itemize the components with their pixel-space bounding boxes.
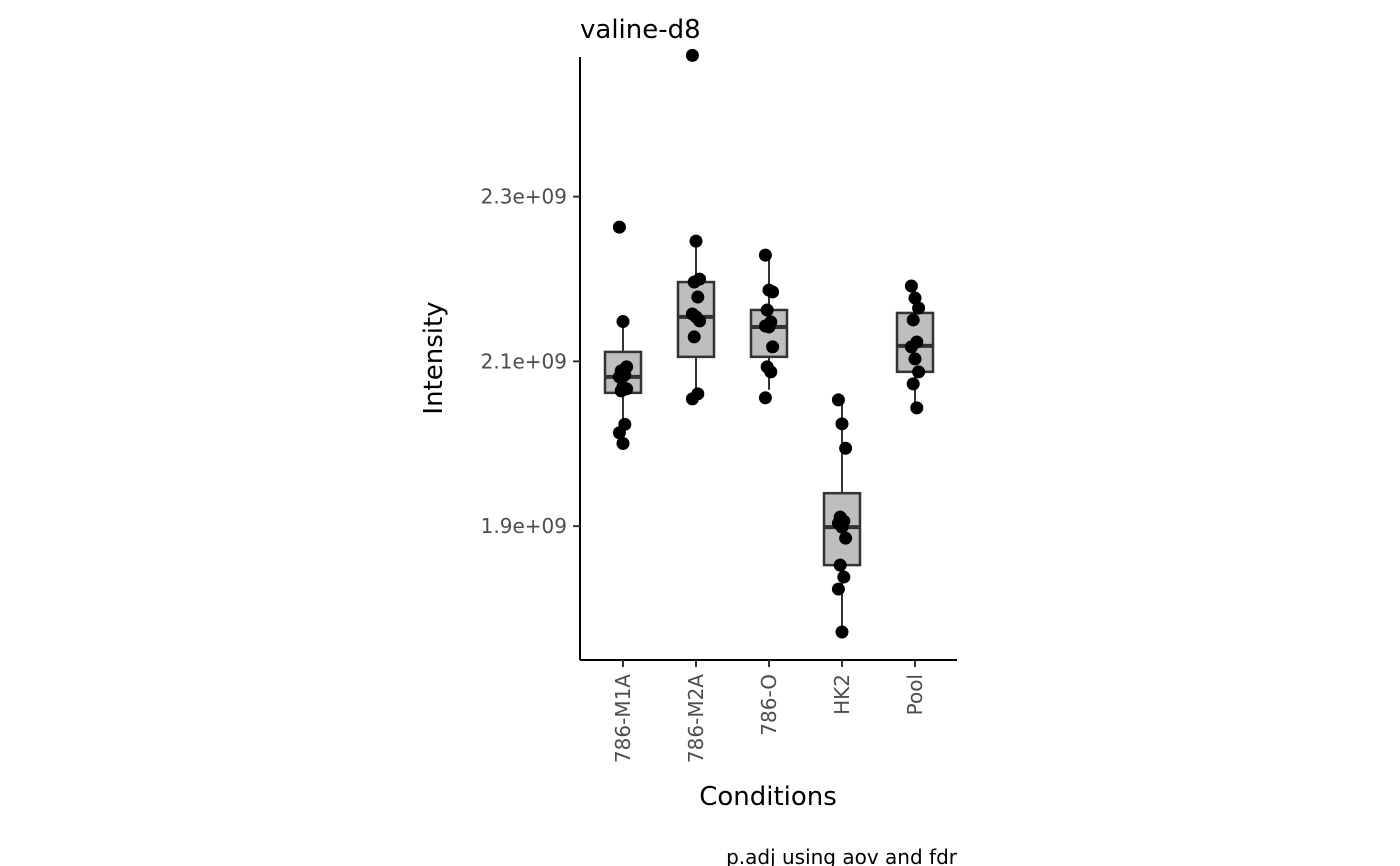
point-pool bbox=[906, 377, 920, 391]
boxplots bbox=[603, 239, 935, 632]
point-pool bbox=[908, 291, 922, 305]
point-786-m2a bbox=[691, 290, 705, 304]
point-786-o bbox=[766, 340, 780, 354]
chart-title: valine-d8 bbox=[580, 15, 701, 45]
y-axis-title: Intensity bbox=[419, 301, 449, 414]
point-pool bbox=[912, 301, 926, 315]
y-tick-label: 2.3e+09 bbox=[481, 185, 567, 209]
point-hk2 bbox=[835, 417, 849, 431]
y-axis: 1.9e+09 2.1e+09 2.3e+09 bbox=[481, 57, 581, 660]
point-786-m2a bbox=[689, 234, 703, 248]
point-786-o bbox=[758, 391, 772, 405]
point-786-m2a bbox=[693, 314, 707, 328]
x-axis: 786-M1A 786-M2A 786-O HK2 Pool bbox=[580, 659, 957, 763]
point-pool bbox=[906, 313, 920, 327]
x-tick-label: HK2 bbox=[830, 674, 854, 715]
point-pool bbox=[910, 401, 924, 415]
point-786-o bbox=[762, 320, 776, 334]
point-hk2 bbox=[839, 441, 853, 455]
point-pool bbox=[912, 365, 926, 379]
x-tick-label: Pool bbox=[903, 674, 927, 715]
point-786-o bbox=[758, 248, 772, 262]
y-tick-label: 1.9e+09 bbox=[481, 514, 567, 538]
point-786-o bbox=[766, 285, 780, 299]
point-786-m2a bbox=[687, 275, 701, 289]
point-pool bbox=[908, 352, 922, 366]
point-786-m2a bbox=[687, 330, 701, 344]
x-tick-label: 786-M1A bbox=[611, 674, 635, 763]
point-786-m1a bbox=[612, 426, 626, 440]
point-hk2 bbox=[837, 570, 851, 584]
point-786-m1a bbox=[616, 315, 630, 329]
point-hk2 bbox=[831, 393, 845, 407]
point-786-m1a bbox=[614, 384, 628, 398]
point-786-m2a bbox=[685, 392, 699, 406]
point-hk2 bbox=[833, 558, 847, 572]
point-786-m1a bbox=[616, 437, 630, 451]
chart-caption: p.adj using aov and fdr bbox=[726, 845, 958, 866]
point-pool bbox=[904, 279, 918, 293]
point-hk2 bbox=[835, 520, 849, 534]
point-hk2 bbox=[839, 531, 853, 545]
point-pool bbox=[904, 340, 918, 354]
data-points bbox=[612, 48, 926, 639]
point-hk2 bbox=[831, 582, 845, 596]
point-786-m1a bbox=[612, 220, 626, 234]
x-axis-title: Conditions bbox=[699, 782, 837, 812]
point-786-m1a bbox=[612, 370, 626, 384]
point-786-o bbox=[760, 303, 774, 317]
y-tick-label: 2.1e+09 bbox=[481, 349, 567, 373]
x-tick-label: 786-O bbox=[757, 674, 781, 736]
point-786-m2a bbox=[685, 48, 699, 62]
point-hk2 bbox=[835, 625, 849, 639]
x-tick-label: 786-M2A bbox=[684, 674, 708, 763]
point-786-o bbox=[764, 365, 778, 379]
